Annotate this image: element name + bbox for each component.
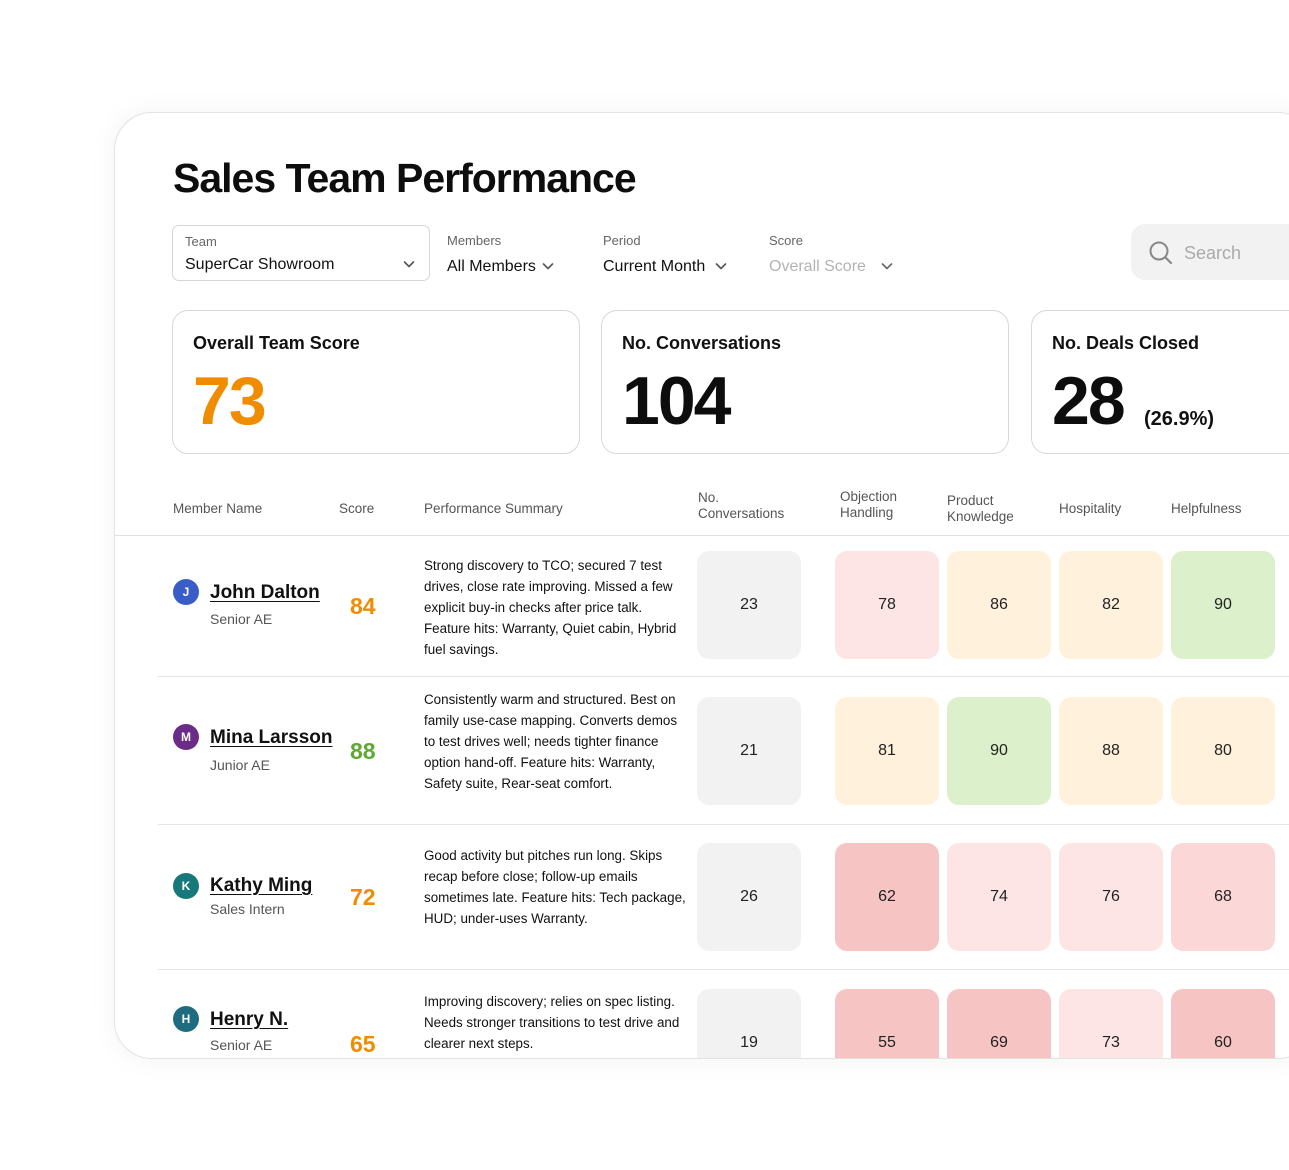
chevron-down-icon[interactable] bbox=[879, 258, 895, 274]
avatar: K bbox=[173, 873, 199, 899]
member-name-link[interactable]: Henry N. bbox=[210, 1009, 289, 1030]
column-header-summary: Performance Summary bbox=[424, 501, 563, 516]
member-score: 65 bbox=[350, 1031, 376, 1057]
performance-summary: Consistently warm and structured. Best o… bbox=[424, 692, 678, 791]
avatar: H bbox=[173, 1006, 199, 1032]
row-divider bbox=[158, 969, 1289, 970]
team-filter-value: SuperCar Showroom bbox=[185, 256, 335, 273]
members-filter-label: Members bbox=[447, 233, 502, 248]
score-filter-value[interactable]: Overall Score bbox=[769, 258, 866, 275]
conversations-cell: 23 bbox=[697, 551, 801, 659]
conversations-cell: 21 bbox=[697, 697, 801, 805]
member-role: Junior AE bbox=[210, 757, 270, 773]
chevron-down-icon[interactable] bbox=[401, 256, 417, 272]
member-score: 84 bbox=[350, 593, 376, 619]
conversations-cell: 26 bbox=[697, 843, 801, 951]
search-icon bbox=[1149, 241, 1173, 265]
hospitality-cell: 82 bbox=[1059, 551, 1163, 659]
helpfulness-cell: 90 bbox=[1171, 551, 1275, 659]
row-divider bbox=[158, 824, 1289, 825]
helpfulness-cell: 60 bbox=[1171, 989, 1275, 1058]
member-role: Senior AE bbox=[210, 1037, 273, 1053]
hospitality-cell: 73 bbox=[1059, 989, 1163, 1058]
column-header-hospitality[interactable]: Hospitality bbox=[1059, 501, 1122, 516]
column-header-conversations[interactable]: No. Conversations bbox=[698, 490, 785, 521]
member-role: Senior AE bbox=[210, 611, 273, 627]
column-header-score[interactable]: Score bbox=[339, 501, 375, 516]
product-knowledge-cell: 86 bbox=[947, 551, 1051, 659]
deals-percentage: (26.9%) bbox=[1144, 408, 1215, 430]
team-filter[interactable] bbox=[172, 225, 430, 281]
avatar: J bbox=[173, 579, 199, 605]
column-header-member[interactable]: Member Name bbox=[173, 501, 263, 516]
helpfulness-cell: 80 bbox=[1171, 697, 1275, 805]
performance-summary: Strong discovery to TCO; secured 7 test … bbox=[424, 558, 677, 657]
objection-handling-cell: 81 bbox=[835, 697, 939, 805]
member-name-link[interactable]: Kathy Ming bbox=[210, 875, 313, 896]
deals-value: 28 bbox=[1052, 363, 1126, 439]
score-filter-label: Score bbox=[769, 233, 803, 248]
objection-handling-cell: 78 bbox=[835, 551, 939, 659]
members-filter-value[interactable]: All Members bbox=[447, 258, 536, 275]
performance-summary: Improving discovery; relies on spec list… bbox=[424, 994, 680, 1051]
product-knowledge-cell: 74 bbox=[947, 843, 1051, 951]
column-header-helpfulness[interactable]: Helpfulness bbox=[1171, 501, 1242, 516]
member-score: 72 bbox=[350, 884, 376, 910]
team-filter-label: Team bbox=[185, 234, 217, 249]
header-divider bbox=[115, 535, 1289, 536]
stat-title: No. Conversations bbox=[622, 333, 782, 353]
page-title: Sales Team Performance bbox=[173, 155, 637, 201]
period-filter-label: Period bbox=[603, 233, 641, 248]
team-score-value: 73 bbox=[193, 363, 267, 439]
objection-handling-cell: 62 bbox=[835, 843, 939, 951]
dashboard-panel: Sales Team Performance Team SuperCar Sho… bbox=[114, 112, 1289, 1059]
period-filter-value[interactable]: Current Month bbox=[603, 258, 706, 275]
member-name-link[interactable]: Mina Larsson bbox=[210, 727, 333, 748]
chevron-down-icon[interactable] bbox=[713, 258, 729, 274]
search-input[interactable]: Search bbox=[1131, 224, 1289, 280]
stat-card-deals: No. Deals Closed 28 (26.9%) bbox=[1031, 310, 1289, 454]
member-role: Sales Intern bbox=[210, 901, 285, 917]
chevron-down-icon[interactable] bbox=[540, 258, 556, 274]
stat-title: Overall Team Score bbox=[193, 333, 360, 353]
conversations-cell: 19 bbox=[697, 989, 801, 1058]
stat-card-conversations: No. Conversations 104 bbox=[601, 310, 1009, 454]
hospitality-cell: 88 bbox=[1059, 697, 1163, 805]
column-header-product[interactable]: Product Knowledge bbox=[947, 493, 1014, 524]
conversations-value: 104 bbox=[622, 363, 731, 439]
row-divider bbox=[158, 676, 1289, 677]
performance-summary: Good activity but pitches run long. Skip… bbox=[424, 848, 686, 926]
column-header-objection[interactable]: Objection Handling bbox=[840, 489, 898, 520]
hospitality-cell: 76 bbox=[1059, 843, 1163, 951]
search-placeholder: Search bbox=[1184, 243, 1242, 263]
product-knowledge-cell: 69 bbox=[947, 989, 1051, 1058]
stat-card-team-score: Overall Team Score 73 bbox=[172, 310, 580, 454]
avatar: M bbox=[173, 724, 199, 750]
member-name-link[interactable]: John Dalton bbox=[210, 582, 320, 603]
objection-handling-cell: 55 bbox=[835, 989, 939, 1058]
product-knowledge-cell: 90 bbox=[947, 697, 1051, 805]
helpfulness-cell: 68 bbox=[1171, 843, 1275, 951]
stat-title: No. Deals Closed bbox=[1052, 333, 1200, 353]
member-score: 88 bbox=[350, 738, 376, 764]
